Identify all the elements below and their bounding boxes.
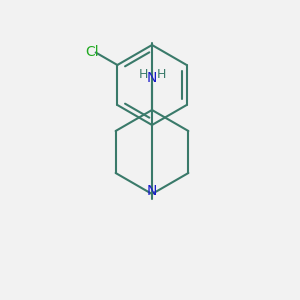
Text: H: H	[156, 68, 166, 80]
Text: N: N	[147, 184, 157, 198]
Text: N: N	[147, 71, 157, 85]
Text: H: H	[138, 68, 148, 80]
Text: Cl: Cl	[85, 46, 98, 59]
